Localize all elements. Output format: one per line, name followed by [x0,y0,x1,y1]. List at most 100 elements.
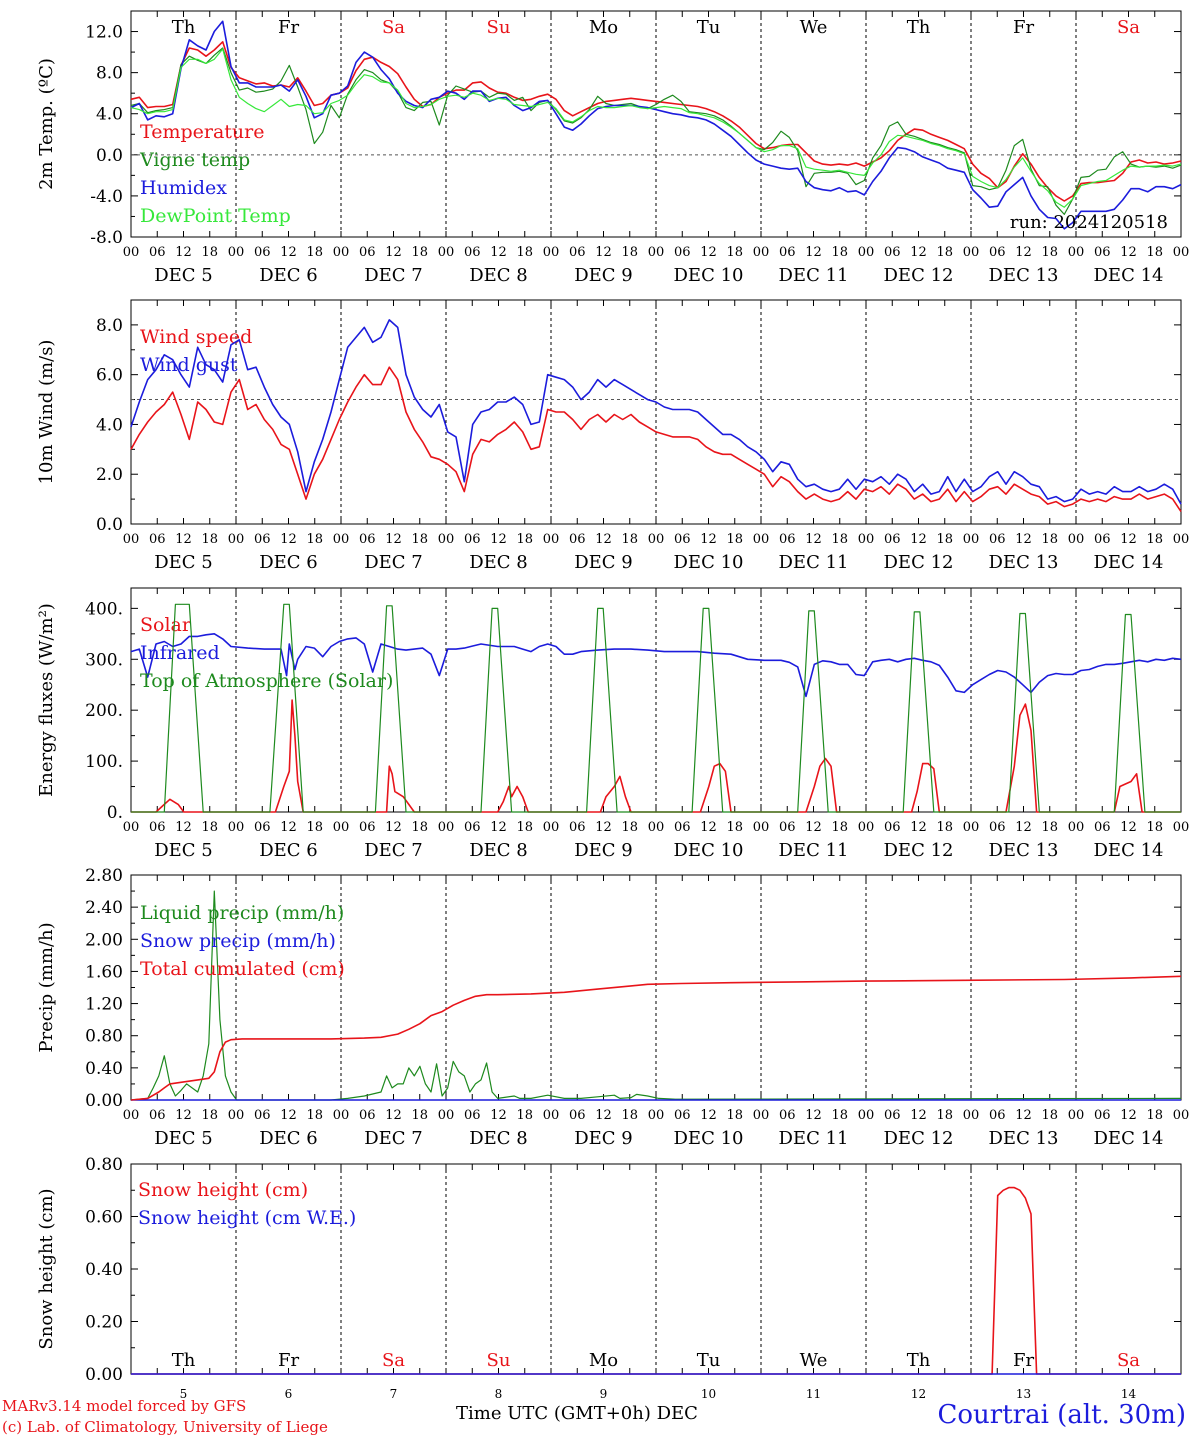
temp-hour-label: 18 [1041,245,1058,260]
precip-hour-label: 06 [779,1108,796,1123]
temp-legend-entry: Vigne temp [139,149,250,171]
energy-hour-label: 06 [149,820,166,835]
wind-hour-label: 18 [726,532,743,547]
energy-hour-label: 00 [123,820,140,835]
temp-series-temperature [130,40,1182,202]
temp-series-vigne-temp [130,47,1182,215]
temp-hour-label: 18 [936,245,953,260]
temp-series-dewpoint-temp [130,48,1182,208]
energy-hour-label: 18 [411,820,428,835]
precip-hour-label: 00 [333,1108,350,1123]
temp-date-label: DEC 8 [469,265,528,286]
energy-legend-entry: Top of Atmosphere (Solar) [140,670,393,692]
temp-hour-label: 18 [831,245,848,260]
wind-hour-label: 18 [1146,532,1163,547]
energy-hour-label: 06 [1094,820,1111,835]
energy-hour-label: 12 [175,820,192,835]
precip-legend-entry: Total cumulated (cm) [140,958,345,980]
snow-y-label: 0.60 [85,1208,123,1228]
wind-hour-label: 06 [1094,532,1111,547]
energy-date-label: DEC 14 [1094,840,1164,861]
energy-hour-label: 00 [228,820,245,835]
snow-y-label: 0.80 [85,1155,123,1175]
temp-date-label: DEC 12 [884,265,954,286]
snow-y-title: Snow height (cm) [36,1188,57,1349]
energy-y-label: 100. [85,752,123,772]
precip-hour-label: 06 [254,1108,271,1123]
precip-hour-label: 06 [884,1108,901,1123]
wind-hour-label: 06 [464,532,481,547]
snow-day-number: 11 [806,1387,821,1401]
wind-hour-label: 06 [569,532,586,547]
temp-legend-entry: Temperature [140,121,264,143]
snow-dow-label: Fr [278,1350,299,1371]
temp-hour-label: 18 [726,245,743,260]
energy-y-label: 0. [107,803,123,823]
precip-date-label: DEC 14 [1094,1128,1164,1149]
dow-label: Sa [1117,17,1140,38]
energy-hour-label: 00 [543,820,560,835]
wind-hour-label: 18 [411,532,428,547]
wind-y-label: 2.0 [96,465,123,485]
temp-hour-label: 06 [674,245,691,260]
energy-y-label: 400. [85,599,123,619]
wind-series-wind-gust [130,319,1182,505]
snow-legend-entry: Snow height (cm) [138,1179,308,1201]
temp-y-label: 0.0 [96,146,123,166]
temp-hour-label: 12 [1015,245,1032,260]
energy-date-label: DEC 8 [469,840,528,861]
wind-hour-label: 00 [333,532,350,547]
energy-hour-label: 18 [516,820,533,835]
precip-hour-label: 06 [569,1108,586,1123]
temp-hour-label: 12 [910,245,927,260]
snow-y-label: 0.40 [85,1260,123,1280]
snow-day-number: 14 [1121,1387,1137,1401]
temp-hour-label: 18 [306,245,323,260]
wind-hour-label: 12 [1120,532,1137,547]
snow-dow-label: Sa [1117,1350,1140,1371]
wind-date-label: DEC 5 [154,552,213,573]
snow-day-number: 12 [911,1387,926,1401]
station-name: Courtrai (alt. 30m) [937,1400,1187,1430]
precip-legend-entry: Liquid precip (mm/h) [140,902,344,924]
precip-hour-label: 18 [1146,1108,1163,1123]
energy-hour-label: 12 [910,820,927,835]
wind-hour-label: 12 [175,532,192,547]
wind-hour-label: 00 [648,532,665,547]
energy-hour-label: 12 [385,820,402,835]
footer-model-credit: MARv3.14 model forced by GFS [2,1397,247,1415]
temp-y-label: 8.0 [96,64,123,84]
precip-hour-label: 00 [1068,1108,1085,1123]
precip-hour-label: 12 [385,1108,402,1123]
precip-hour-label: 06 [674,1108,691,1123]
precip-date-label: DEC 10 [674,1128,744,1149]
precip-hour-label: 18 [201,1108,218,1123]
energy-hour-label: 18 [1041,820,1058,835]
energy-hour-label: 18 [201,820,218,835]
energy-date-label: DEC 6 [259,840,318,861]
precip-hour-label: 06 [1094,1108,1111,1123]
temp-date-label: DEC 5 [154,265,213,286]
precip-date-label: DEC 9 [574,1128,633,1149]
wind-date-label: DEC 11 [779,552,849,573]
energy-hour-label: 12 [805,820,822,835]
energy-date-label: DEC 9 [574,840,633,861]
temp-y-title: 2m Temp. (ºC) [36,58,57,190]
wind-legend-entry: Wind speed [140,326,252,348]
temp-hour-label: 06 [569,245,586,260]
wind-hour-label: 06 [254,532,271,547]
wind-hour-label: 18 [831,532,848,547]
energy-hour-label: 00 [438,820,455,835]
wind-hour-label: 12 [700,532,717,547]
precip-hour-label: 12 [1120,1108,1137,1123]
wind-date-label: DEC 14 [1094,552,1164,573]
wind-hour-label: 06 [359,532,376,547]
temp-hour-label: 06 [1094,245,1111,260]
temp-date-label: DEC 13 [989,265,1059,286]
energy-hour-label: 06 [464,820,481,835]
temp-hour-label: 00 [753,245,770,260]
wind-hour-label: 00 [858,532,875,547]
energy-hour-label: 12 [1015,820,1032,835]
temp-hour-label: 18 [516,245,533,260]
snow-dow-label: We [800,1350,828,1371]
